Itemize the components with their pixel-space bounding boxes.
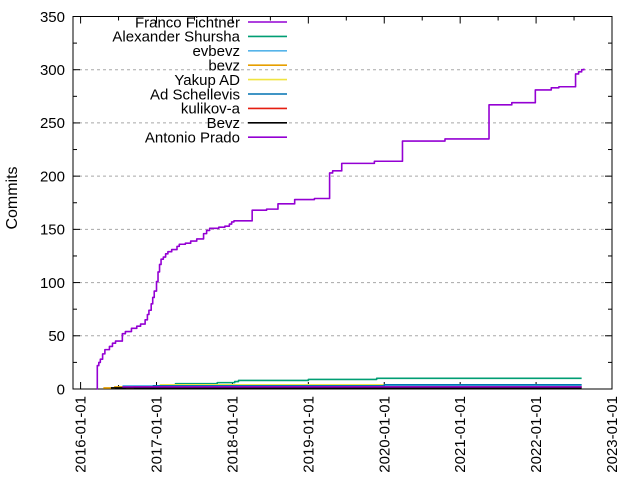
x-tick-label: 2017-01-01 bbox=[149, 396, 166, 473]
plot-border bbox=[72, 16, 613, 390]
y-tick-label: 50 bbox=[48, 328, 65, 345]
x-tick-label: 2019-01-01 bbox=[300, 396, 317, 473]
y-axis-title: Commits bbox=[4, 166, 21, 229]
x-tick-label: 2016-01-01 bbox=[73, 396, 90, 473]
x-tick-label: 2018-01-01 bbox=[224, 396, 241, 473]
legend-label-evbevz: evbevz bbox=[192, 43, 240, 60]
legend-label-yakup-ad: Yakup AD bbox=[174, 72, 240, 89]
legend-label-bevz: Bevz bbox=[207, 115, 240, 132]
y-tick-label: 300 bbox=[40, 62, 65, 79]
legend-label-bevz: bevz bbox=[208, 57, 240, 74]
x-tick-label: 2020-01-01 bbox=[376, 396, 393, 473]
x-tick-label: 2022-01-01 bbox=[528, 396, 545, 473]
y-tick-label: 250 bbox=[40, 115, 65, 132]
legend-label-alexander-shursha: Alexander Shursha bbox=[112, 29, 240, 46]
y-tick-label: 0 bbox=[57, 381, 65, 398]
series-line-franco-fichtner bbox=[96, 68, 585, 390]
series-line-ad-schellevis bbox=[152, 383, 582, 387]
legend-label-kulikov-a: kulikov-a bbox=[181, 101, 241, 118]
legend-label-ad-schellevis: Ad Schellevis bbox=[150, 86, 240, 103]
y-tick-label: 350 bbox=[40, 9, 65, 26]
y-tick-label: 150 bbox=[40, 222, 65, 239]
legend-label-antonio-prado: Antonio Prado bbox=[145, 129, 240, 146]
legend-label-franco-fichtner: Franco Fichtner bbox=[135, 14, 240, 31]
y-tick-label: 200 bbox=[40, 168, 65, 185]
y-tick-label: 100 bbox=[40, 275, 65, 292]
x-tick-label: 2023-01-01 bbox=[604, 396, 621, 473]
x-tick-label: 2021-01-01 bbox=[452, 396, 469, 473]
